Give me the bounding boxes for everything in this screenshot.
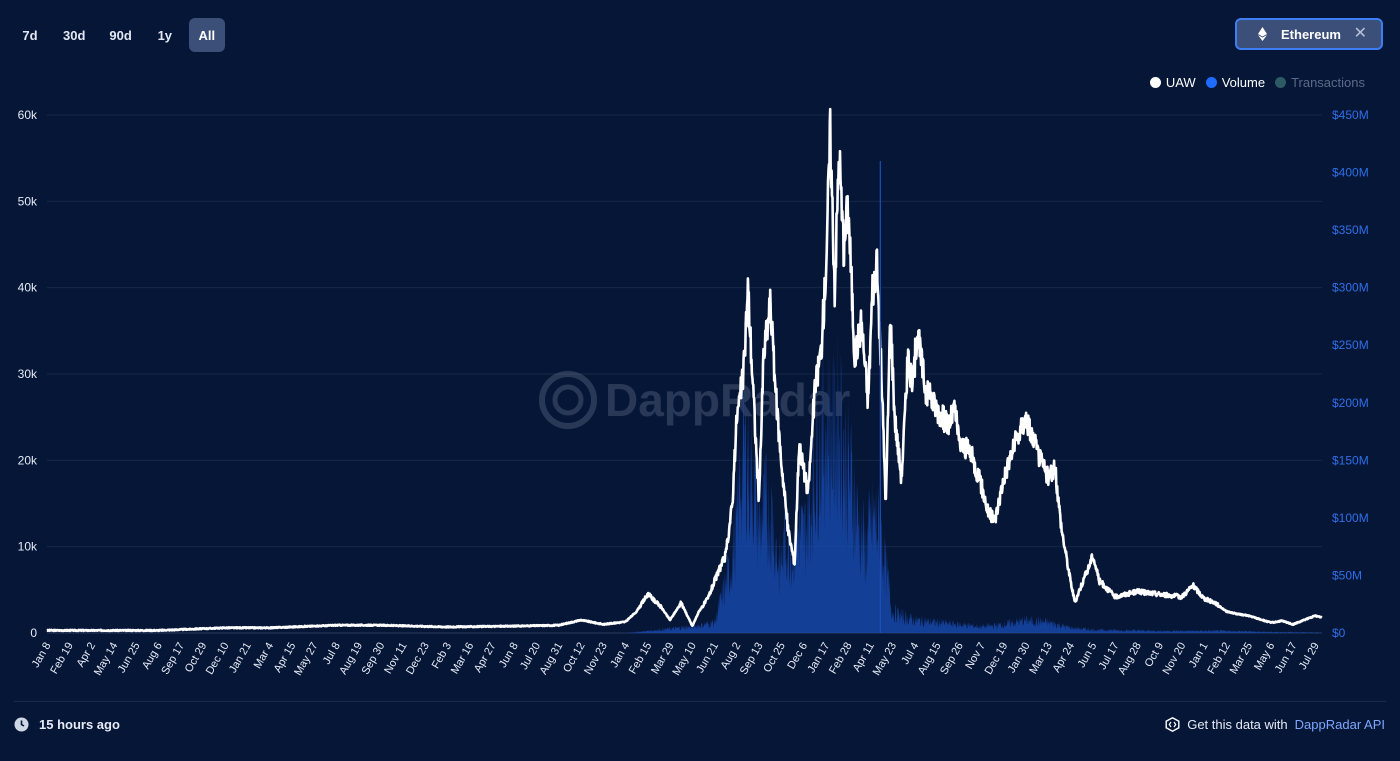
range-7d-button[interactable]: 7d [22,27,38,43]
y-left-tick-label: 20k [18,453,38,467]
x-tick-label: Apr 2 [75,641,99,670]
legend-dot-volume [1205,77,1217,88]
x-tick-label: Jun 21 [694,641,721,676]
legend-item-volume[interactable]: Volume [1205,75,1266,90]
legend-dot-uaw [1149,77,1161,88]
range-all-button[interactable]: All [188,18,225,52]
x-tick-label: Apr 24 [1051,641,1078,675]
ethereum-icon [1257,27,1267,41]
dappradar-logo-icon [539,371,597,429]
api-promo: Get this data with DappRadar API [1165,717,1385,732]
x-tick-label: Jul 4 [899,641,921,667]
range-1y-button[interactable]: 1y [157,27,173,43]
y-right-tick-label: $150M [1332,453,1369,467]
time-range-selector: 7d 30d 90d 1y All [12,18,225,52]
y-right-tick-label: $450M [1332,108,1369,122]
x-tick-label: Jul 29 [1297,641,1322,672]
y-left-tick-label: 50k [18,194,38,208]
api-icon [1165,717,1180,732]
range-90d-button[interactable]: 90d [109,27,132,43]
watermark: DappRadar [539,371,850,429]
last-updated-text: 15 hours ago [39,717,120,732]
y-right-tick-label: $300M [1332,281,1369,295]
watermark-text: DappRadar [605,374,850,426]
x-tick-label: Apr 27 [472,641,499,675]
x-tick-label: Jun 17 [1273,641,1300,676]
x-tick-label: Jan 21 [227,641,254,676]
api-prefix-text: Get this data with [1187,717,1288,732]
y-right-tick-label: $400M [1332,166,1369,180]
y-left-tick-label: 40k [18,281,38,295]
network-label: Ethereum [1281,26,1341,42]
legend-dot-transactions [1275,77,1287,88]
x-tick-label: Jul 8 [321,641,343,667]
x-tick-label: Oct 9 [1143,641,1167,670]
y-left-tick-label: 30k [18,367,38,381]
close-icon[interactable]: ✕ [1353,25,1367,42]
series-volume-area [47,321,1322,633]
chart-legend: UAW Volume Transactions [1149,75,1365,90]
left-axis-ticks: 0 10k 20k 30k 40k 50k 60k [18,108,38,640]
y-left-tick-label: 0 [30,626,37,640]
last-updated: 15 hours ago [14,717,120,732]
footer-divider [14,701,1386,702]
legend-label-uaw: UAW [1165,75,1196,90]
dappradar-api-link[interactable]: DappRadar API [1294,717,1385,732]
x-tick-label: Jun 25 [116,641,143,676]
y-left-tick-label: 60k [18,108,38,122]
network-filter-chip[interactable]: Ethereum ✕ [1235,18,1383,50]
grid-lines [47,114,1322,634]
clock-icon [14,717,29,732]
x-tick-label: Oct 25 [761,641,788,675]
y-left-tick-label: 10k [18,540,38,554]
right-axis-ticks: $0 $50M $100M $150M $200M $250M $300M $350M $400… [1332,108,1369,640]
y-right-tick-label: $50M [1332,568,1362,582]
legend-item-uaw[interactable]: UAW [1149,75,1196,90]
range-30d-button[interactable]: 30d [63,27,86,43]
uaw-volume-chart: DappRadar 0 10k 20k 30k 40k 50k 60k $0 $50M $100… [18,107,1369,678]
y-right-tick-label: $0 [1332,626,1346,640]
y-right-tick-label: $350M [1332,223,1369,237]
y-right-tick-label: $200M [1332,396,1369,410]
legend-label-volume: Volume [1221,75,1266,90]
y-right-tick-label: $250M [1332,338,1369,352]
legend-label-transactions: Transactions [1291,75,1365,90]
y-right-tick-label: $100M [1332,511,1369,525]
legend-item-transactions[interactable]: Transactions [1275,75,1365,90]
series-uaw-line [46,107,1323,633]
